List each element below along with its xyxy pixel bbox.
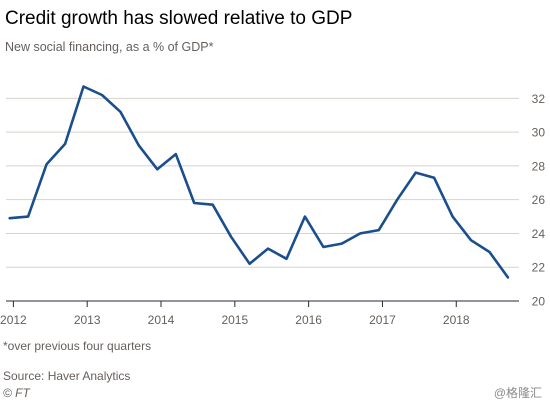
chart-title: Credit growth has slowed relative to GDP — [5, 8, 353, 29]
y-tick-label: 28 — [532, 159, 546, 173]
x-axis: 2012 2013 2014 2015 2016 2017 2018 — [0, 300, 519, 327]
series-layer — [8, 85, 510, 279]
x-tick-label: 2018 — [443, 313, 470, 327]
ft-credit: © FT — [3, 386, 30, 400]
y-tick-label: 22 — [532, 261, 546, 275]
x-tick-label: 2017 — [369, 313, 396, 327]
x-tick-label: 2013 — [74, 313, 101, 327]
y-axis: 20 22 24 26 28 30 32 — [532, 92, 546, 309]
watermark: @格隆汇 — [493, 386, 542, 400]
y-tick-label: 20 — [532, 295, 546, 309]
x-tick-label: 2016 — [295, 313, 322, 327]
x-tick-label: 2012 — [0, 313, 27, 327]
x-tick-label: 2014 — [148, 313, 175, 327]
footnote: *over previous four quarters — [3, 339, 152, 353]
y-tick-label: 24 — [532, 227, 546, 241]
source-note: Source: Haver Analytics — [3, 369, 131, 383]
y-tick-label: 26 — [532, 193, 546, 207]
x-tick-label: 2015 — [221, 313, 248, 327]
y-tick-label: 32 — [532, 92, 546, 106]
series-line — [8, 85, 510, 279]
y-tick-label: 30 — [532, 126, 546, 140]
gridlines — [6, 97, 519, 268]
chart-subtitle: New social financing, as a % of GDP* — [5, 40, 214, 54]
